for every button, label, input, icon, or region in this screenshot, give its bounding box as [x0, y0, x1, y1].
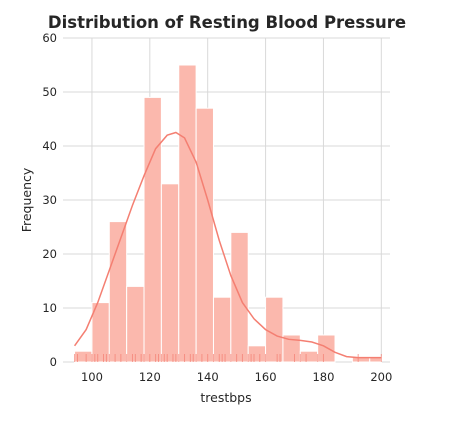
y-tick-label: 30: [42, 193, 57, 207]
histogram-bar: [299, 350, 319, 363]
y-axis-label: Frequency: [19, 167, 34, 232]
y-tick-label: 60: [42, 31, 57, 45]
y-tick-label: 50: [42, 85, 57, 99]
x-tick-label: 120: [139, 370, 161, 384]
x-axis-label: trestbps: [200, 390, 251, 405]
histogram-bar: [178, 64, 197, 363]
histogram-bar: [212, 296, 232, 363]
x-tick-label: 200: [370, 370, 392, 384]
histogram-bar: [265, 296, 284, 363]
histogram-bar: [195, 107, 214, 363]
histogram-bar: [160, 183, 180, 363]
y-tick-label: 0: [50, 355, 57, 369]
x-tick-label: 180: [312, 370, 334, 384]
x-tick-label: 140: [197, 370, 219, 384]
x-tick-label: 100: [81, 370, 103, 384]
histogram-bar: [108, 221, 128, 363]
x-tick-labels: 100 120 140 160 180 200: [81, 370, 392, 384]
y-tick-label: 20: [42, 247, 57, 261]
y-tick-labels: 0 10 20 30 40 50 60: [42, 31, 57, 369]
y-tick-label: 10: [42, 301, 57, 315]
kde-curve: [73, 131, 382, 359]
histogram-bar: [282, 334, 301, 363]
rug-marks: [74, 354, 382, 362]
x-tick-label: 160: [255, 370, 277, 384]
histogram-bar: [143, 96, 162, 363]
histogram-bar: [317, 334, 336, 363]
chart-title: Distribution of Resting Blood Pressure: [48, 13, 406, 32]
histogram-bars: [74, 64, 382, 363]
histogram-bar: [126, 285, 145, 363]
y-tick-label: 40: [42, 139, 57, 153]
